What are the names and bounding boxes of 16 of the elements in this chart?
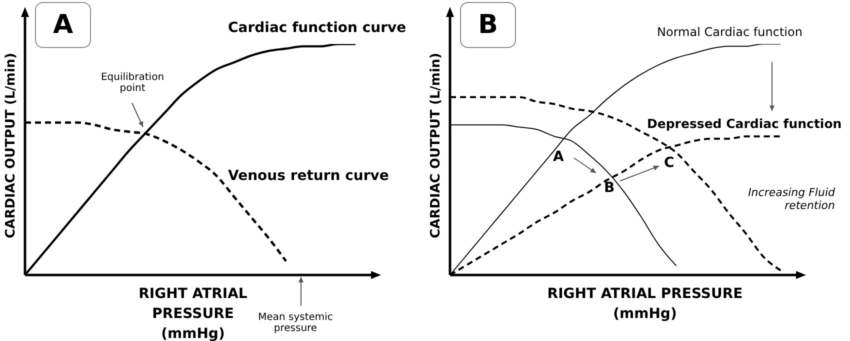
x-axis-title: RIGHT ATRIAL PRESSURE (mmHg) — [546, 285, 744, 324]
y-axis-title: CARDIAC OUTPUT (L/min) — [4, 52, 18, 238]
chart-title: B — [460, 2, 516, 48]
annotation: Equilibration point — [100, 72, 166, 94]
series-label: Depressed Cardiac function — [647, 116, 842, 131]
series-label: Venous return curve — [228, 168, 389, 184]
annotation: C — [664, 155, 676, 171]
annotation: A — [553, 149, 565, 165]
annotation: B — [604, 180, 616, 196]
annotation: Increasing Fluid retention — [747, 186, 835, 212]
text: Mean systemic pressure — [258, 312, 333, 334]
series-label: Normal Cardiac function — [657, 25, 802, 39]
y-axis-title: CARDIAC OUTPUT (L/min) — [428, 52, 444, 238]
x-axis-title: RIGHT ATRIAL PRESSURE (mmHg) — [138, 285, 248, 341]
series-label: Cardiac function curve — [228, 20, 406, 36]
chart-title: A — [35, 2, 91, 48]
